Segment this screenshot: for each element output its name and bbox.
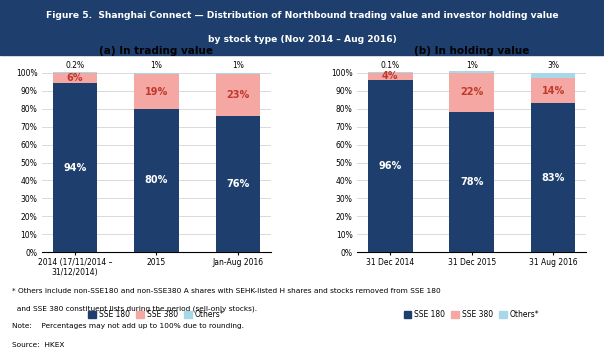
Text: Note:    Percentages may not add up to 100% due to rounding.: Note: Percentages may not add up to 100%… xyxy=(12,323,244,329)
Bar xyxy=(134,109,179,252)
Text: 1%: 1% xyxy=(232,61,244,70)
Text: 0.1%: 0.1% xyxy=(381,61,400,70)
Bar xyxy=(216,116,260,252)
Bar xyxy=(368,73,413,80)
Text: 3%: 3% xyxy=(547,61,559,70)
Bar xyxy=(53,83,97,252)
Bar xyxy=(53,72,97,73)
Bar xyxy=(53,73,97,83)
Text: 83%: 83% xyxy=(541,173,565,183)
Text: 1%: 1% xyxy=(466,61,478,70)
Bar xyxy=(531,73,576,78)
Text: 6%: 6% xyxy=(67,73,83,83)
Text: 96%: 96% xyxy=(379,161,402,171)
Text: 80%: 80% xyxy=(145,175,168,185)
Text: 14%: 14% xyxy=(541,86,565,96)
Bar xyxy=(216,74,260,116)
Bar xyxy=(531,78,576,103)
Text: 94%: 94% xyxy=(63,163,87,173)
Text: 76%: 76% xyxy=(226,179,249,189)
Text: Figure 5.  Shanghai Connect — Distribution of Northbound trading value and inves: Figure 5. Shanghai Connect — Distributio… xyxy=(46,11,558,20)
Text: 78%: 78% xyxy=(460,177,483,187)
Bar xyxy=(449,73,494,112)
Bar xyxy=(531,103,576,252)
Text: 0.2%: 0.2% xyxy=(65,61,85,70)
Text: 1%: 1% xyxy=(150,61,162,70)
Text: and SSE 380 constituent lists during the period (sell-only stocks).: and SSE 380 constituent lists during the… xyxy=(12,305,257,312)
Text: Source:  HKEX: Source: HKEX xyxy=(12,342,65,348)
Text: 23%: 23% xyxy=(226,90,249,100)
Text: 19%: 19% xyxy=(145,86,168,96)
Bar xyxy=(449,71,494,73)
Title: (a) In trading value: (a) In trading value xyxy=(100,46,213,56)
Legend: SSE 180, SSE 380, Others*: SSE 180, SSE 380, Others* xyxy=(400,307,543,322)
Text: 22%: 22% xyxy=(460,88,483,97)
Text: * Others include non-SSE180 and non-SSE380 A shares with SEHK-listed H shares an: * Others include non-SSE180 and non-SSE3… xyxy=(12,288,441,294)
Title: (b) In holding value: (b) In holding value xyxy=(414,46,529,56)
Bar xyxy=(449,112,494,252)
Bar xyxy=(134,73,179,74)
Bar xyxy=(368,80,413,252)
Bar xyxy=(134,74,179,109)
Text: 4%: 4% xyxy=(382,71,399,81)
Text: by stock type (Nov 2014 – Aug 2016): by stock type (Nov 2014 – Aug 2016) xyxy=(208,35,396,44)
Bar xyxy=(216,73,260,74)
Legend: SSE 180, SSE 380, Others*: SSE 180, SSE 380, Others* xyxy=(85,307,228,322)
